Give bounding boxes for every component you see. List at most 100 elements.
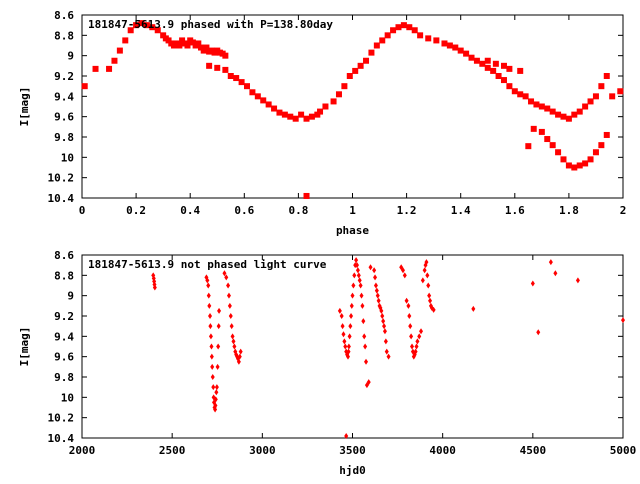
unphased-data-point	[206, 282, 211, 289]
unphased-chart-title: 181847-5613.9 not phased light curve	[88, 258, 327, 271]
phased-data-point	[214, 64, 221, 71]
unphased-data-point	[372, 267, 377, 274]
phased-x-tick-label: 2	[620, 204, 627, 217]
unphased-data-point	[407, 313, 412, 319]
phased-data-point	[511, 88, 518, 95]
phased-data-point	[143, 22, 150, 29]
unphased-data-point	[226, 282, 231, 289]
phased-data-point	[249, 89, 256, 96]
unphased-y-tick-label: 8.8	[54, 269, 74, 282]
unphased-data-point	[345, 353, 350, 360]
unphased-data-point	[346, 348, 351, 355]
phased-data-point	[576, 162, 583, 169]
unphased-data-point	[375, 292, 380, 299]
phased-data-point	[276, 109, 283, 116]
unphased-data-point	[210, 374, 215, 380]
phased-data-point	[411, 27, 418, 34]
phased-x-tick-label: 0.8	[288, 204, 308, 217]
phased-data-point	[298, 111, 305, 118]
phased-data-point	[506, 65, 513, 72]
unphased-data-point	[213, 396, 218, 403]
unphased-data-point	[363, 343, 368, 350]
unphased-data-point	[431, 306, 436, 313]
unphased-data-point	[420, 277, 425, 284]
phased-data-point	[373, 42, 380, 49]
unphased-data-point	[426, 282, 431, 289]
phased-data-point	[592, 93, 599, 100]
unphased-data-point	[215, 363, 220, 370]
phased-data-point	[368, 49, 375, 56]
phased-x-tick-label: 0.2	[126, 204, 146, 217]
phased-data-point	[495, 73, 502, 79]
phased-data-point	[122, 37, 129, 44]
phased-data-point	[92, 65, 99, 72]
unphased-data-point	[380, 313, 385, 319]
unphased-data-point	[402, 272, 407, 279]
phased-data-point	[379, 37, 386, 44]
phased-data-point	[400, 22, 407, 29]
unphased-data-point	[350, 292, 355, 299]
phased-data-point	[441, 40, 448, 47]
phased-plot: 0 0.2 0.4 0.6 0.8 1 1.2 1.4 1.6 1.8 2 8.6 8.8 9 9.2 9.4…	[18, 9, 626, 237]
unphased-data-point	[356, 272, 361, 279]
phased-data-point	[322, 103, 329, 110]
phased-data-point	[222, 66, 229, 73]
phased-data-point	[555, 111, 562, 118]
phased-data-point	[544, 105, 551, 112]
phased-data-point	[500, 62, 507, 69]
phased-data-point	[492, 60, 499, 67]
phased-data-point	[260, 97, 267, 104]
phased-y-tick-label: 9.6	[54, 111, 74, 124]
phased-data-point	[81, 83, 88, 90]
phased-data-point	[308, 113, 315, 120]
unphased-data-point	[409, 333, 414, 340]
unphased-y-tick-label: 9	[67, 290, 74, 303]
phased-data-point	[406, 24, 413, 31]
unphased-data-point	[364, 358, 369, 365]
unphased-data-point	[428, 297, 433, 304]
unphased-y-tick-label: 10.2	[48, 412, 75, 425]
unphased-data-point	[208, 323, 213, 330]
unphased-data-point	[359, 292, 364, 299]
phased-data-point	[200, 47, 207, 54]
phased-x-tick-label: 0.6	[234, 204, 254, 217]
phased-data-point	[538, 103, 545, 110]
unphased-data-point	[236, 358, 241, 365]
phased-data-point	[500, 77, 507, 84]
unphased-data-point	[213, 402, 218, 409]
unphased-data-point	[414, 343, 419, 350]
phased-y-tick-label: 9.2	[54, 70, 74, 83]
phased-data-point	[138, 20, 145, 27]
phased-data-point	[154, 27, 161, 34]
phased-data-point	[452, 44, 459, 51]
phased-data-point	[330, 98, 337, 105]
unphased-data-point	[341, 331, 346, 338]
phased-data-point	[530, 125, 537, 132]
phased-data-point	[592, 149, 599, 156]
phased-data-point	[317, 108, 324, 115]
unphased-y-axis-label: I[mag]	[18, 327, 31, 367]
phased-data-point	[160, 32, 167, 39]
phased-data-point	[576, 108, 583, 115]
unphased-data-point	[358, 282, 363, 289]
phased-data-point	[198, 44, 205, 51]
phased-data-point	[357, 62, 364, 69]
unphased-data-point	[347, 333, 352, 340]
unphased-data-point	[355, 262, 360, 269]
phased-data-point	[176, 42, 183, 49]
phased-data-point	[555, 149, 562, 156]
unphased-y-tick-label: 9.8	[54, 371, 74, 384]
phased-data-point	[179, 37, 186, 44]
unphased-data-point	[231, 338, 236, 345]
unphased-data-point	[206, 292, 211, 299]
phased-data-point	[111, 57, 118, 64]
phased-data-point	[303, 192, 310, 199]
phased-data-point	[425, 35, 432, 42]
phased-data-point	[384, 32, 391, 39]
phased-y-tick-label: 9.4	[54, 90, 74, 103]
unphased-data-point	[348, 323, 353, 330]
phased-y-axis-label: I[mag]	[18, 87, 31, 127]
phased-data-point	[560, 156, 567, 163]
phased-data-point	[287, 113, 294, 120]
unphased-data-point	[530, 280, 535, 287]
